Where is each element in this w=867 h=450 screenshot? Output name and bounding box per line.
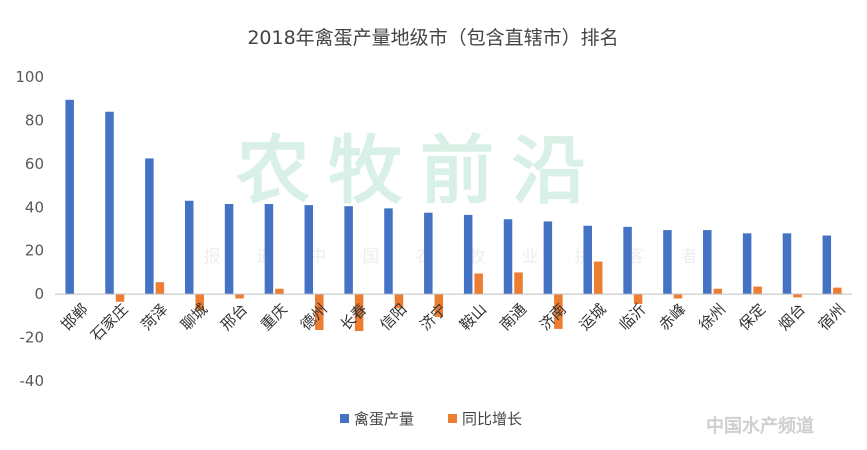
y-tick-label: 80	[25, 111, 44, 129]
y-tick-label: 20	[25, 242, 44, 260]
bar-production	[543, 221, 553, 295]
x-tick-label: 赤峰	[655, 300, 689, 334]
bar-production	[384, 208, 393, 295]
x-tick-label: 济南	[536, 300, 570, 334]
watermark-site: 中国水产频道	[706, 415, 814, 437]
x-tick-label: 济宁	[416, 300, 450, 334]
x-tick-label: 邯郸	[58, 300, 92, 334]
x-axis: 邯郸石家庄 菏泽 聊城 邢台 重庆 德州 长春 信阳 济宁 鞍山 南通 济南 运城 临沂 赤峰 徐州 保定 烟台宿…	[58, 300, 849, 345]
y-tick-label: 0	[34, 285, 44, 303]
bar-growth	[354, 294, 364, 332]
bar-growth	[434, 294, 444, 317]
bar-production	[663, 230, 672, 295]
watermark-sub-char: 国	[363, 247, 380, 267]
bar-growth	[514, 272, 523, 295]
watermark-sub-char: 报	[204, 247, 221, 267]
bar-growth	[633, 294, 643, 304]
bar-production	[623, 226, 632, 295]
bar-growth	[713, 288, 723, 295]
y-tick-label: -40	[20, 372, 45, 390]
bar-production	[344, 206, 353, 295]
x-tick-label: 临沂	[616, 300, 650, 334]
watermark-sub-char: 者	[681, 247, 698, 267]
y-tick-label: 40	[25, 198, 44, 216]
bar-production	[65, 99, 74, 295]
watermark-sub-char: 中	[310, 247, 327, 267]
x-tick-label: 长春	[337, 300, 371, 334]
legend-label: 禽蛋产量	[354, 410, 414, 428]
legend-label: 同比增长	[462, 410, 522, 428]
y-tick-label: 60	[25, 155, 44, 173]
bar-production	[304, 205, 314, 295]
y-axis: -40 -20 0 20 40 60 80 100	[15, 68, 44, 390]
x-tick-label: 德州	[297, 300, 331, 334]
bar-production	[463, 214, 473, 295]
x-tick-label: 石家庄	[87, 300, 132, 345]
legend-swatch	[448, 414, 457, 423]
bar-production	[184, 200, 194, 295]
chart-title: 2018年禽蛋产量地级市（包含直辖市）排名	[247, 27, 618, 49]
bar-growth	[195, 294, 204, 311]
y-tick-label: -20	[20, 329, 45, 347]
bar-growth	[275, 288, 284, 295]
legend[interactable]: 禽蛋产量 同比增长	[340, 410, 522, 428]
bar-growth	[833, 287, 842, 295]
bar-growth	[554, 294, 563, 329]
y-tick-label: 100	[15, 68, 44, 86]
bar-production	[703, 230, 712, 295]
bar-production	[782, 233, 792, 295]
x-tick-label: 运城	[576, 300, 610, 334]
bar-production	[224, 204, 234, 295]
x-tick-label: 保定	[735, 300, 769, 334]
watermark-sub-char: 牧	[469, 247, 486, 267]
bar-production	[264, 204, 274, 295]
bar-growth	[793, 294, 802, 298]
bar-growth	[155, 282, 165, 295]
bar-production	[105, 111, 114, 295]
watermark-sub-char: 业	[522, 247, 539, 267]
bar-production	[583, 225, 592, 295]
bar-production	[742, 233, 752, 295]
bar-production	[503, 219, 513, 295]
bar-growth	[315, 294, 324, 330]
bar-growth	[115, 294, 125, 302]
x-tick-label: 聊城	[177, 300, 211, 334]
x-tick-label: 南通	[496, 300, 530, 334]
x-tick-label: 宿州	[815, 300, 849, 334]
x-tick-label: 烟台	[775, 300, 809, 334]
x-tick-label: 徐州	[695, 300, 729, 334]
x-tick-label: 邢台	[217, 300, 251, 334]
bar-growth	[593, 261, 603, 295]
bar-growth	[753, 286, 762, 295]
bars	[65, 99, 842, 332]
bar-production	[145, 158, 154, 295]
bar-growth	[394, 294, 404, 309]
legend-swatch	[340, 414, 349, 423]
x-tick-label: 信阳	[377, 300, 411, 334]
bar-production	[822, 235, 832, 295]
x-tick-label: 鞍山	[456, 300, 490, 334]
x-tick-label: 重庆	[257, 300, 291, 334]
x-tick-label: 菏泽	[137, 300, 171, 334]
bar-growth	[673, 294, 683, 299]
bar-growth	[474, 273, 483, 295]
bar-growth	[235, 294, 244, 299]
watermark-main: 农牧前沿	[236, 128, 604, 214]
bar-production	[424, 212, 433, 295]
